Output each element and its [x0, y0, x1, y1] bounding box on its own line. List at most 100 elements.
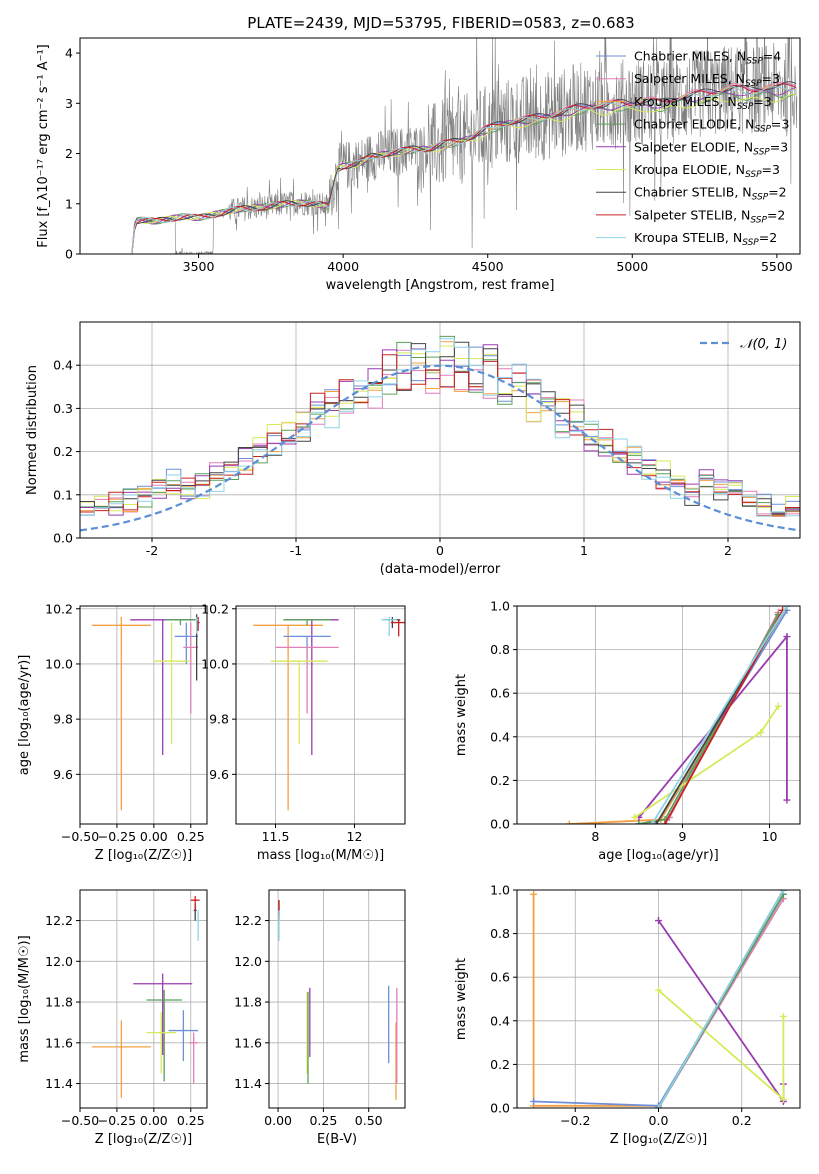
- series-marker: [783, 606, 791, 610]
- y-axis-label: mass [log₁₀(M/M☉)]: [17, 935, 32, 1062]
- x-tick-label: 8: [591, 829, 599, 844]
- series-marker: [648, 820, 656, 824]
- legend-label-suffix: =2: [759, 230, 777, 245]
- errorbar-salpeter-elodie: [130, 619, 196, 756]
- x-axis-label: Z [log₁₀(Z/Z☉)]: [95, 848, 192, 863]
- legend-label: Kroupa ELODIE, NSSP=3: [634, 162, 780, 180]
- errorbar-salpeter-miles: [189, 1032, 199, 1084]
- y-tick-label: 0.0: [490, 817, 510, 832]
- series-marker: [530, 890, 538, 898]
- y-tick-label: 9.8: [53, 712, 73, 727]
- axes-frame: [268, 889, 406, 1109]
- series-marker: [635, 820, 643, 824]
- x-tick-label: −0.25: [98, 829, 136, 844]
- legend-label: Salpeter STELIB, NSSP=2: [634, 207, 785, 225]
- y-tick-label: 9.6: [53, 767, 73, 782]
- chart-residuals: -2 -1 0 1 2 0.0 0.1 0.2 0.3 0.4 (data-model)/error…: [25, 321, 801, 577]
- y-tick-label: 10.0: [45, 656, 73, 671]
- plot-area: [80, 335, 800, 532]
- errorbar-salpeter-miles: [183, 622, 199, 714]
- y-tick-label: 11.8: [234, 995, 262, 1010]
- axes-frame: [516, 605, 801, 825]
- chart-mass_vs_ebv: 0.00 0.25 0.50 11.4 11.6 11.8 12.0 12.2 E(B-V): [234, 889, 406, 1147]
- y-tick-label: 0.2: [53, 444, 73, 459]
- plot-area: [565, 606, 791, 824]
- series-marker: [655, 1104, 662, 1108]
- y-tick-label: 0.6: [490, 686, 510, 701]
- x-tick-label: -1: [290, 543, 302, 558]
- series-line: [634, 705, 779, 819]
- y-axis-label: Normed distribution: [25, 365, 40, 495]
- y-axis-label: mass weight: [454, 674, 469, 756]
- errorbar-kroupa-elodie: [270, 660, 328, 744]
- x-tick-label: −0.50: [61, 1113, 99, 1128]
- plot-area: [253, 617, 405, 811]
- x-tick-label: 5500: [761, 259, 793, 274]
- errorbar-chabrier-elodie: [283, 619, 331, 626]
- x-tick-label: −0.2: [560, 1113, 590, 1128]
- y-tick-label: 1.0: [490, 599, 510, 614]
- series-marker: [652, 820, 660, 824]
- residual-legend: 𝒩(0, 1): [700, 337, 787, 352]
- series-salpeter-elodie: [635, 633, 791, 821]
- chart-age_vs_Z: −0.50−0.25 0.00 0.25 9.6 9.8 10.0 10.2 Z [log₁₀…: [17, 601, 208, 863]
- x-axis-label: mass [log₁₀(M/M☉)]: [257, 848, 384, 863]
- x-axis-label: (data-model)/error: [380, 562, 501, 577]
- model-line-kroupa-elodie: [131, 93, 797, 253]
- legend-label-text: Kroupa STELIB, N: [634, 230, 742, 245]
- histogram-kroupa-stelib: [80, 338, 800, 518]
- x-tick-label: 4500: [472, 259, 504, 274]
- series-marker: [779, 1095, 787, 1103]
- y-tick-label: 4: [65, 46, 73, 61]
- errorbar-salpeter-stelib: [190, 896, 200, 911]
- series-marker: [530, 1097, 538, 1105]
- series-marker: [565, 820, 573, 824]
- axes-frame: [235, 605, 406, 825]
- errorbar-kroupa-stelib: [196, 910, 200, 941]
- series-marker: [757, 728, 765, 736]
- series-kroupa-miles: [530, 890, 662, 1108]
- series-line: [657, 989, 785, 1102]
- y-tick-label: 11.4: [234, 1076, 262, 1091]
- y-tick-label: 0.8: [490, 926, 510, 941]
- normal-curve: [80, 364, 800, 532]
- x-tick-label: 10: [762, 829, 778, 844]
- chart-weight_vs_Z: −0.2 0.0 0.2 0.0 0.2 0.4 0.6 0.8 1.0 Z [log₁₀(Z/Z…: [454, 883, 801, 1147]
- legend-label: Salpeter MILES, NSSP=3: [634, 71, 780, 89]
- legend-label-text: Kroupa ELODIE, N: [634, 162, 745, 177]
- figure-title: PLATE=2439, MJD=53795, FIBERID=0583, z=0…: [247, 14, 634, 32]
- chart-age_vs_mass: 11.5 12 9.6 9.8 10.0 10.2 mass [log₁₀(M/M☉)]: [201, 601, 406, 863]
- legend-label-text: Chabrier MILES, N: [634, 49, 746, 64]
- errorbar-salpeter-elodie: [284, 619, 339, 756]
- errorbar-salpeter-stelib: [390, 619, 405, 637]
- series-marker: [779, 1012, 787, 1020]
- legend-label-suffix: =3: [771, 117, 789, 132]
- errorbar-kroupa-miles: [91, 1020, 151, 1098]
- series-marker: [661, 820, 669, 824]
- series-kroupa-stelib: [655, 890, 787, 1108]
- legend-label-suffix: =2: [767, 207, 785, 222]
- x-tick-label: 0.50: [355, 1113, 383, 1128]
- errorbar-kroupa-elodie: [153, 622, 190, 744]
- legend-label-text: Chabrier ELODIE, N: [634, 117, 754, 132]
- legend-label-sub: SSP: [754, 125, 771, 135]
- x-tick-label: 0.25: [309, 1113, 337, 1128]
- axes-frame: [79, 889, 208, 1109]
- legend-label-suffix: =3: [762, 162, 780, 177]
- y-tick-label: 10.2: [201, 601, 229, 616]
- y-tick-label: 0.0: [53, 531, 73, 546]
- y-tick-label: 0.4: [53, 358, 73, 373]
- series-marker: [779, 890, 787, 894]
- y-tick-label: 2: [65, 146, 73, 161]
- x-tick-label: 0.00: [140, 1113, 168, 1128]
- y-tick-label: 11.6: [234, 1035, 262, 1050]
- y-tick-label: 11.4: [45, 1076, 73, 1091]
- spectrum-data-line: [131, 38, 798, 254]
- y-tick-label: 3: [65, 96, 73, 111]
- y-axis-label: Flux [f_λ10⁻¹⁷ erg cm⁻² s⁻¹ A⁻¹]: [36, 44, 51, 248]
- y-tick-label: 1.0: [490, 883, 510, 898]
- x-tick-label: 0.0: [649, 1113, 669, 1128]
- errorbar-kroupa-elodie: [146, 1012, 176, 1074]
- legend-label-text: Kroupa MILES, N: [634, 94, 737, 109]
